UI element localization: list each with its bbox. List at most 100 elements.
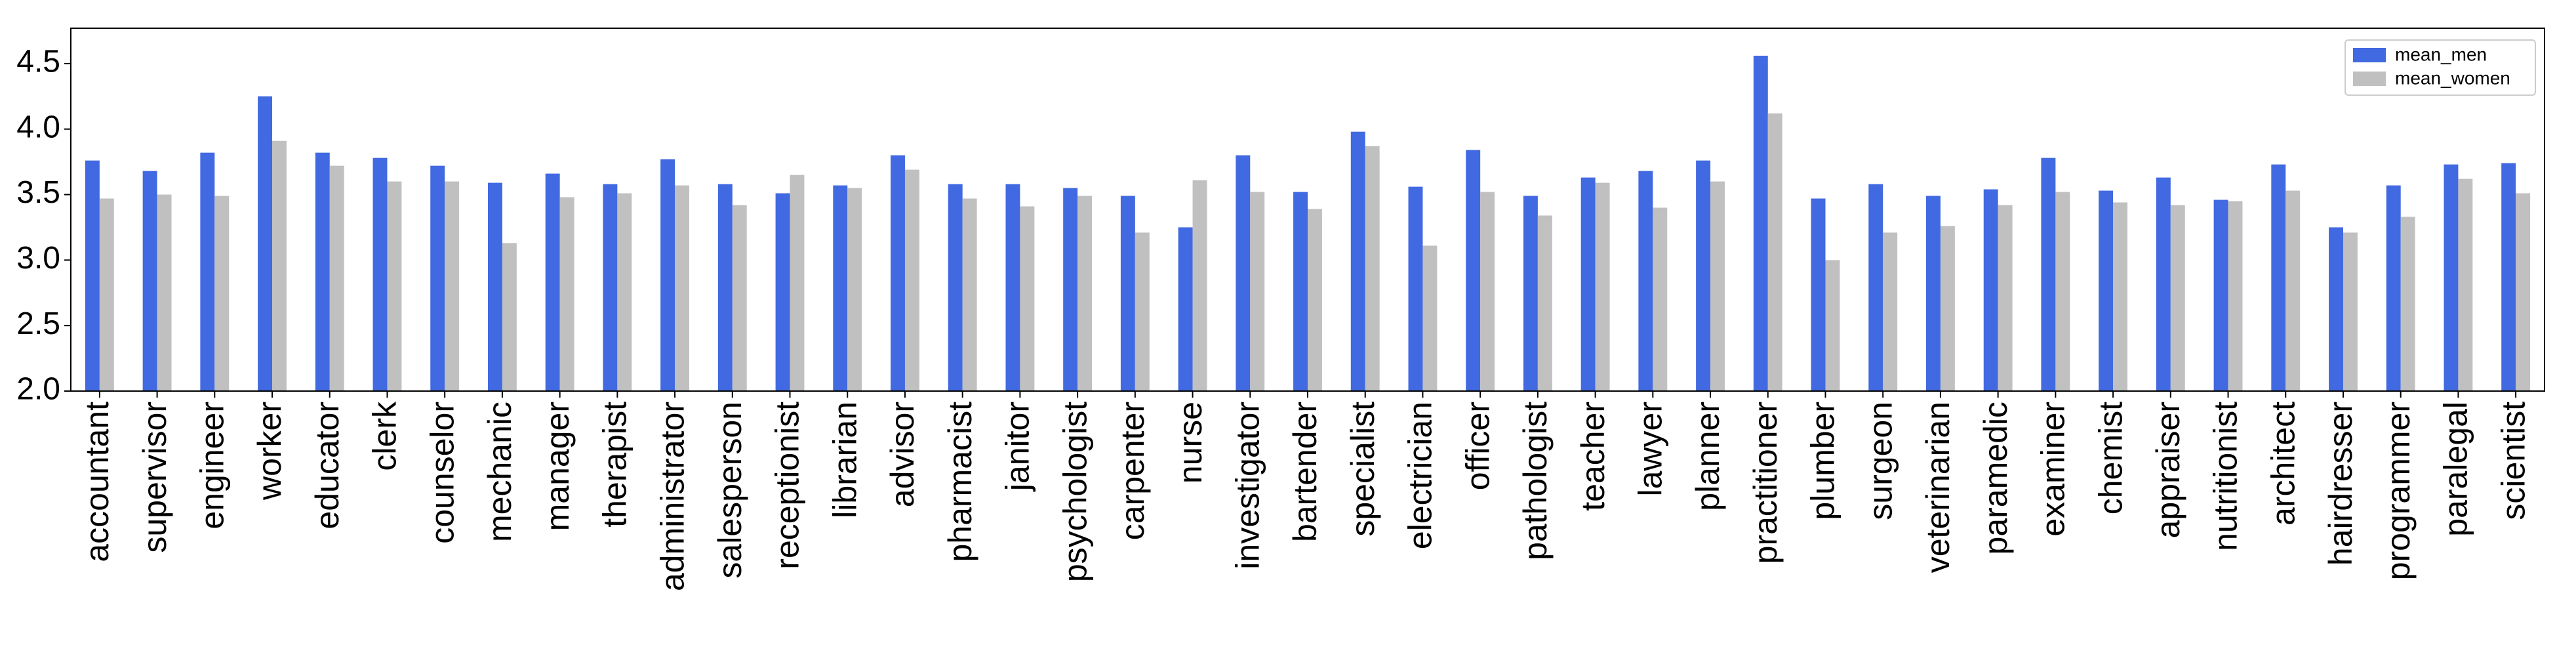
x-tick-label: scientist xyxy=(2495,402,2531,520)
y-tick-label: 2.5 xyxy=(16,306,60,341)
bar xyxy=(1466,150,1481,392)
legend-box xyxy=(2345,39,2536,96)
bar xyxy=(675,185,689,391)
bar xyxy=(387,181,402,391)
bar xyxy=(904,169,919,391)
bar xyxy=(603,184,618,391)
bar xyxy=(85,160,100,391)
x-tick-label: therapist xyxy=(597,402,634,528)
bar xyxy=(2041,157,2056,392)
y-tick-label: 4.5 xyxy=(16,45,60,79)
bar xyxy=(2228,201,2243,391)
bar xyxy=(315,152,330,391)
bar xyxy=(2444,164,2459,391)
legend: mean_men mean_women xyxy=(2345,39,2536,96)
bar xyxy=(2501,163,2516,391)
x-tick-label: paramedic xyxy=(1977,402,2014,554)
x-tick-label: clerk xyxy=(367,401,403,471)
bar xyxy=(847,188,862,391)
x-tick-label: mechanic xyxy=(481,402,518,542)
x-tick-label: programmer xyxy=(2380,402,2417,580)
bar xyxy=(1868,184,1883,391)
y-tick-label: 2.0 xyxy=(16,372,60,407)
bar xyxy=(272,140,287,392)
bar xyxy=(1308,209,1322,391)
bar xyxy=(2516,193,2531,391)
bar xyxy=(2113,202,2128,391)
bar xyxy=(2271,164,2286,391)
x-tick-label: chemist xyxy=(2092,402,2129,514)
bar xyxy=(1077,196,1093,391)
bar xyxy=(487,182,502,391)
bar xyxy=(445,181,460,391)
bar xyxy=(1998,205,2013,391)
bar xyxy=(1523,196,1538,391)
bar xyxy=(2170,205,2185,391)
x-tick-label: janitor xyxy=(999,402,1036,492)
bar xyxy=(1926,196,1941,391)
bar xyxy=(372,157,388,392)
x-tick-label: nutritionist xyxy=(2207,402,2244,551)
legend-label: mean_women xyxy=(2395,68,2510,88)
x-tick-label: educator xyxy=(309,402,346,530)
bar xyxy=(948,184,963,391)
x-tick-label: psychologist xyxy=(1057,402,1093,582)
x-tick-label: planner xyxy=(1689,402,1726,511)
bar xyxy=(329,165,344,391)
bar xyxy=(1883,232,1898,391)
x-tick-label: manager xyxy=(539,402,576,531)
bar xyxy=(1063,188,1078,391)
bar xyxy=(1710,181,1725,391)
plot-frame xyxy=(70,28,2545,392)
bar xyxy=(99,198,114,391)
bar xyxy=(1005,184,1020,391)
bar xyxy=(1020,206,1035,391)
bar xyxy=(617,193,632,391)
bar xyxy=(214,196,230,391)
bar xyxy=(1350,131,1365,392)
bar xyxy=(1408,186,1423,391)
bar xyxy=(1120,196,1135,391)
x-tick-label: investigator xyxy=(1229,402,1266,570)
bar xyxy=(2055,192,2070,391)
legend-label: mean_men xyxy=(2395,44,2487,64)
bar xyxy=(1811,198,1826,391)
legend-swatch xyxy=(2353,48,2386,62)
bar xyxy=(1580,177,1596,391)
x-tick-label: pathologist xyxy=(1517,402,1554,560)
bar xyxy=(1537,215,1552,391)
x-tick-label: salesperson xyxy=(712,402,748,579)
bar xyxy=(1250,192,1265,391)
bar xyxy=(559,197,574,391)
x-tick-label: receptionist xyxy=(769,402,806,570)
bar xyxy=(660,159,675,392)
bar xyxy=(430,165,445,391)
x-tick-label: administrator xyxy=(654,402,691,591)
bar xyxy=(1178,227,1193,391)
bar xyxy=(1696,160,1711,391)
x-tick-label: bartender xyxy=(1287,402,1323,542)
bar xyxy=(1192,180,1207,391)
bar xyxy=(962,198,977,391)
bar xyxy=(2213,199,2228,391)
y-tick-label: 3.5 xyxy=(16,175,60,210)
bar xyxy=(1595,182,1610,391)
bar xyxy=(142,171,157,391)
x-tick-label: examiner xyxy=(2035,402,2072,537)
x-tick-label: specialist xyxy=(1344,402,1381,537)
bar xyxy=(2386,185,2401,391)
x-tick-label: accountant xyxy=(79,402,115,562)
bar xyxy=(502,243,517,391)
x-tick-label: advisor xyxy=(884,402,921,507)
x-tick-label: plumber xyxy=(1805,402,1841,520)
bar xyxy=(1422,245,1438,391)
x-tick-label: carpenter xyxy=(1114,402,1151,540)
bar xyxy=(1983,189,1998,391)
x-tick-label: librarian xyxy=(826,402,863,518)
bar xyxy=(2400,217,2415,391)
bar xyxy=(2343,232,2358,391)
x-tick-label: pharmacist xyxy=(942,402,978,562)
x-tick-label: officer xyxy=(1459,402,1496,490)
x-tick-label: engineer xyxy=(194,402,231,530)
